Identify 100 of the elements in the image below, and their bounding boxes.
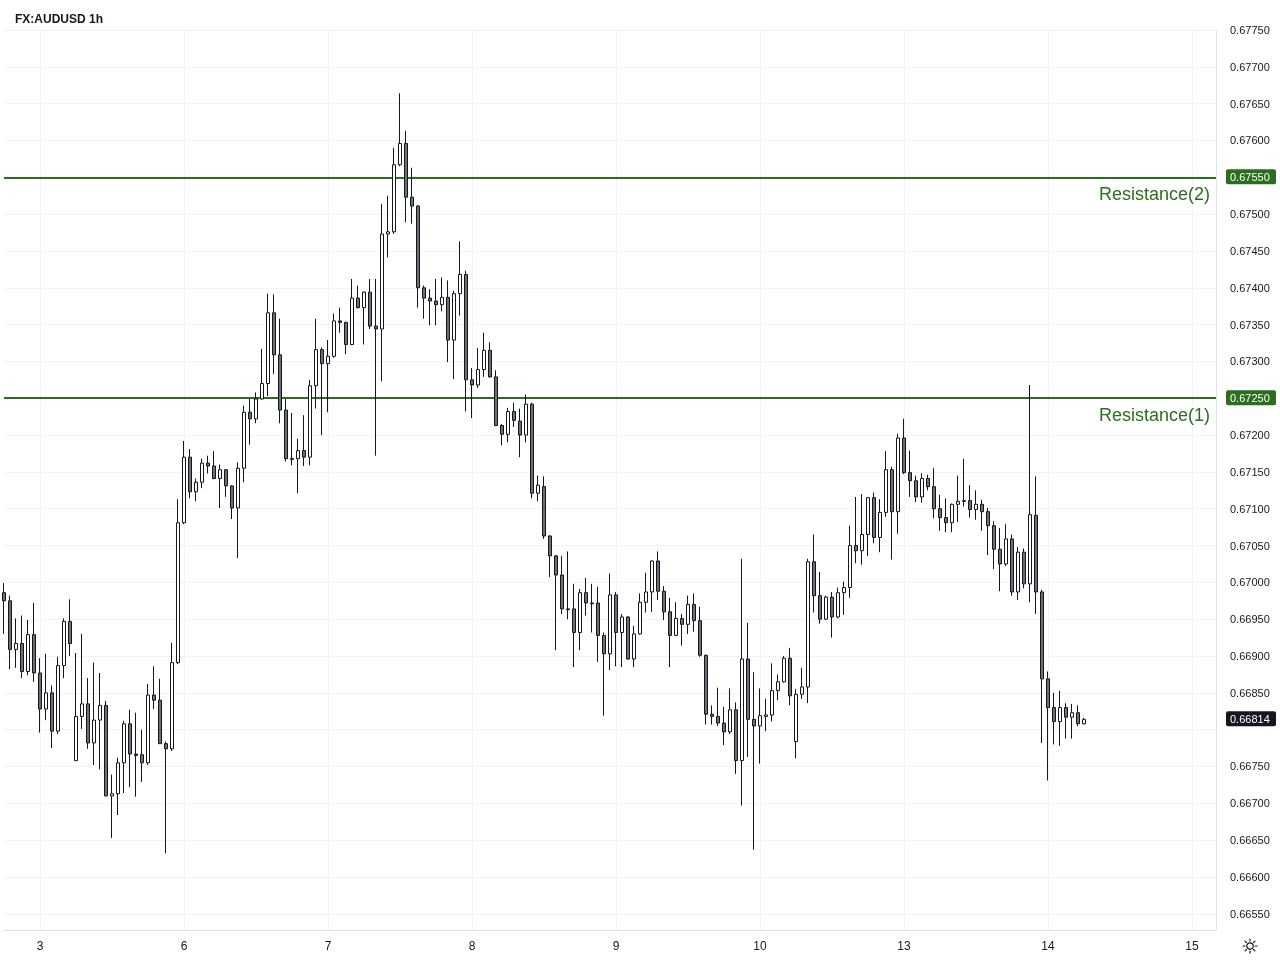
candlestick [116, 757, 120, 816]
candlestick [350, 278, 354, 346]
candlestick [728, 687, 732, 735]
candlestick [680, 613, 684, 647]
candlestick [614, 591, 618, 667]
candlestick [8, 595, 12, 670]
candlestick [302, 414, 306, 467]
candlestick [782, 655, 786, 684]
y-tick-label: 0.66700 [1230, 797, 1270, 810]
candlestick [944, 497, 948, 533]
candlestick [860, 493, 864, 566]
candlestick [674, 601, 678, 637]
candlestick [236, 461, 240, 559]
candlestick [596, 586, 600, 663]
candlestick [926, 474, 930, 491]
candlestick [68, 598, 72, 657]
candlestick [62, 617, 66, 679]
candlestick [422, 285, 426, 320]
candlestick [308, 379, 312, 466]
candlestick [914, 475, 918, 503]
candlestick [470, 367, 474, 419]
y-tick-label: 0.67650 [1230, 97, 1270, 110]
candlestick [962, 458, 966, 508]
candlestick [710, 704, 714, 726]
candlestick [644, 572, 648, 614]
candlestick [326, 339, 330, 413]
candlestick [698, 606, 702, 658]
text: 0.67250 [1230, 392, 1270, 405]
candlestick [86, 677, 90, 750]
candlestick [242, 405, 246, 483]
candlestick [110, 774, 114, 839]
candlestick [344, 321, 348, 355]
candlestick [248, 398, 252, 446]
y-tick-label: 0.66850 [1230, 686, 1270, 699]
candlestick [170, 642, 174, 752]
text: 0.66814 [1230, 713, 1270, 726]
candlestick [440, 276, 444, 312]
candlestick [836, 587, 840, 619]
candlestick [278, 318, 282, 424]
candlestick [872, 492, 876, 544]
y-tick-label: 0.66950 [1230, 613, 1270, 626]
candlestick [20, 615, 24, 679]
candlestick [368, 278, 372, 330]
candlestick [464, 270, 468, 413]
candlestick [494, 369, 498, 427]
candlestick [902, 418, 906, 475]
candlestick [122, 720, 126, 794]
candlestick [542, 475, 546, 540]
candlestick [794, 688, 798, 759]
candlestick [224, 468, 228, 498]
candlestick [668, 597, 672, 668]
text: 0.67550 [1230, 171, 1270, 184]
candlestick [482, 332, 486, 378]
candlestick [1076, 704, 1080, 727]
candlestick [950, 503, 954, 533]
y-tick-label: 0.66650 [1230, 834, 1270, 847]
candlestick [140, 729, 144, 783]
candlestick [146, 683, 150, 766]
candlestick [740, 558, 744, 807]
x-tick-label: 3 [36, 939, 44, 953]
candlestick [734, 701, 738, 775]
candlestick [1004, 523, 1008, 567]
candlestick [548, 534, 552, 578]
candlestick [752, 671, 756, 851]
candlestick [404, 130, 408, 223]
candlestick [590, 583, 594, 633]
candlestick [50, 684, 54, 749]
candlestick [848, 525, 852, 599]
candlestick [260, 348, 264, 401]
candlestick [1028, 384, 1032, 603]
candlestick [974, 489, 978, 521]
candlestick [338, 307, 342, 334]
candlestick [134, 712, 138, 798]
x-tick-label: 8 [468, 939, 476, 953]
candlestick [332, 313, 336, 359]
candlestick [38, 657, 42, 734]
candlestick [446, 279, 450, 363]
candlestick [608, 573, 612, 671]
candlestick [746, 622, 750, 758]
candlestick [704, 654, 708, 726]
candlestick [212, 450, 216, 480]
candlestick [716, 687, 720, 727]
y-tick-label: 0.67200 [1230, 429, 1270, 442]
candlestick [812, 534, 816, 614]
candlestick [74, 652, 78, 762]
candlestick [380, 203, 384, 382]
y-tick-label: 0.66550 [1230, 907, 1270, 920]
candlestick [2, 582, 6, 635]
y-tick-label: 0.67050 [1230, 539, 1270, 552]
ref-line-label: Resistance(2) [1098, 184, 1210, 205]
candlestick [998, 527, 1002, 592]
candlestick [1034, 475, 1038, 615]
candlestick [56, 656, 60, 735]
candlestick [770, 662, 774, 723]
candlestick [650, 559, 654, 613]
candlestick [152, 665, 156, 710]
y-tick-label: 0.67300 [1230, 355, 1270, 368]
y-tick-label: 0.66750 [1230, 760, 1270, 773]
x-tick-label: 9 [612, 939, 620, 953]
candlestick [476, 347, 480, 389]
